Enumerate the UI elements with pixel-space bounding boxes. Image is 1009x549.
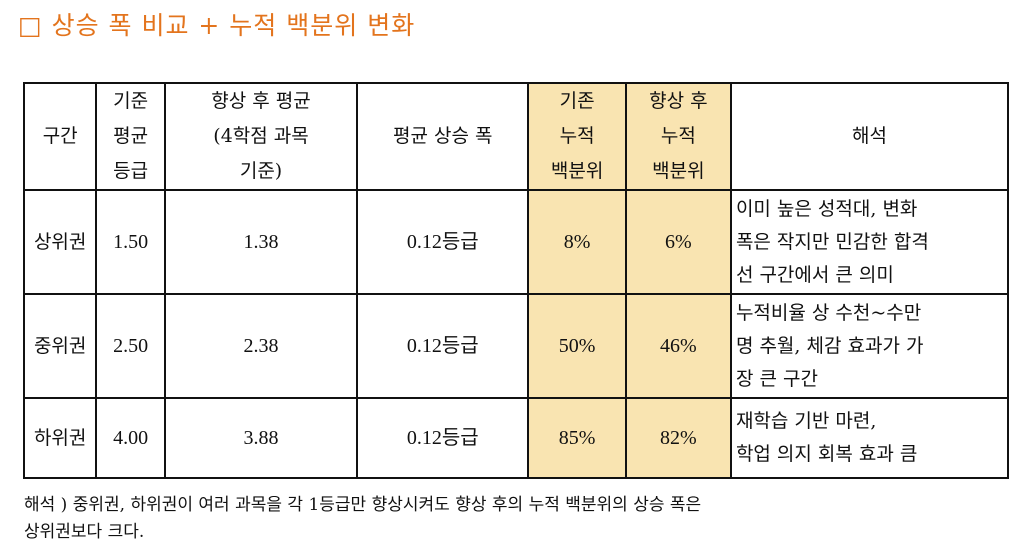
cell-rise: 0.12등급: [356, 293, 530, 399]
cell-zone: 하위권: [22, 397, 98, 479]
cell-base-grade: 2.50: [95, 293, 166, 399]
header-base-percentile: 기존 누적 백분위: [527, 82, 627, 191]
cell-rise: 0.12등급: [356, 189, 530, 295]
cell-after-grade: 3.88: [163, 397, 359, 479]
interpretation-note: 해석 ) 중위권, 하위권이 여러 과목을 각 1등급만 향상시켜도 향상 후의…: [24, 495, 702, 542]
header-base-grade: 기준 평균 등급: [95, 82, 166, 191]
cell-after-percentile: 6%: [624, 189, 732, 295]
table-row: 하위권 4.00 3.88 0.12등급 85% 82% 재학습 기반 마련, …: [22, 397, 1009, 479]
table-row: 중위권 2.50 2.38 0.12등급 50% 46% 누적비율 상 수천~수…: [22, 293, 1009, 399]
cell-interpretation: 이미 높은 성적대, 변화 폭은 작지만 민감한 합격 선 구간에서 큰 의미: [729, 189, 1009, 295]
header-after-grade: 향상 후 평균 (4학점 과목 기준): [163, 82, 359, 191]
section-title: □ 상승 폭 비교 + 누적 백분위 변화: [18, 11, 416, 40]
cell-base-percentile: 50%: [527, 293, 627, 399]
header-zone: 구간: [22, 82, 98, 191]
cell-after-grade: 1.38: [163, 189, 359, 295]
cell-base-percentile: 8%: [527, 189, 627, 295]
cell-rise: 0.12등급: [356, 397, 530, 479]
table-row: 상위권 1.50 1.38 0.12등급 8% 6% 이미 높은 성적대, 변화…: [22, 189, 1009, 295]
cell-base-grade: 1.50: [95, 189, 166, 295]
header-after-percentile: 향상 후 누적 백분위: [624, 82, 732, 191]
cell-interpretation: 재학습 기반 마련, 학업 의지 회복 효과 큼: [729, 397, 1009, 479]
cell-base-percentile: 85%: [527, 397, 627, 479]
comparison-table: 구간 기준 평균 등급 향상 후 평균 (4학점 과목 기준) 평균 상승 폭 …: [22, 82, 1009, 479]
cell-zone: 상위권: [22, 189, 98, 295]
cell-after-percentile: 46%: [624, 293, 732, 399]
cell-after-percentile: 82%: [624, 397, 732, 479]
cell-base-grade: 4.00: [95, 397, 166, 479]
cell-after-grade: 2.38: [163, 293, 359, 399]
cell-zone: 중위권: [22, 293, 98, 399]
cell-interpretation: 누적비율 상 수천~수만 명 추월, 체감 효과가 가 장 큰 구간: [729, 293, 1009, 399]
table-header-row: 구간 기준 평균 등급 향상 후 평균 (4학점 과목 기준) 평균 상승 폭 …: [22, 82, 1009, 191]
header-interpretation: 해석: [729, 82, 1009, 191]
header-rise: 평균 상승 폭: [356, 82, 530, 191]
